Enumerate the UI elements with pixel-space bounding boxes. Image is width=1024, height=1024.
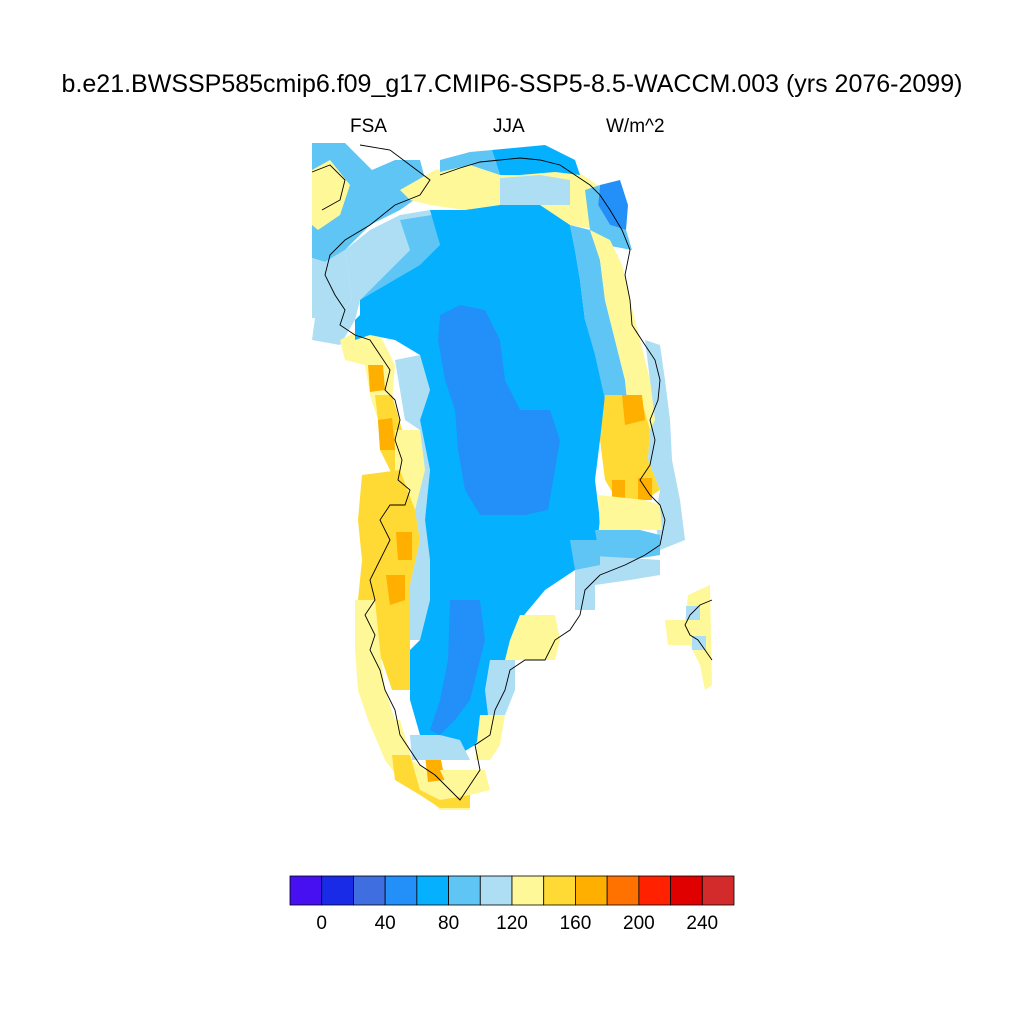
colorbar-swatch	[384, 875, 418, 906]
colorbar-tick-label: 200	[623, 913, 655, 934]
east-coast-orange-c	[638, 478, 652, 500]
south-yellow-edge	[475, 715, 505, 760]
colorbar-tick-label: 240	[686, 913, 718, 934]
colorbar-swatch	[638, 875, 671, 906]
map-field	[312, 143, 712, 810]
north-fringe-yellow-a	[312, 160, 350, 230]
south-tip-orange	[425, 755, 445, 782]
interior-core-darkblue	[438, 305, 560, 515]
colorbar-swatch	[479, 875, 513, 906]
iceland-yellow	[665, 585, 712, 690]
west-coast-orange-a	[368, 365, 385, 392]
colorbar-tick-label: 120	[496, 913, 528, 934]
plot-title: b.e21.BWSSP585cmip6.f09_g17.CMIP6-SSP5-8…	[61, 70, 963, 98]
southeast-lightblue	[485, 660, 515, 715]
colorbar-labels: 0 40 80 120 160 200 240	[316, 913, 718, 934]
colorbar-swatch	[448, 875, 481, 906]
colorbar	[289, 875, 735, 906]
east-coast-lightblue-b	[575, 555, 660, 610]
south-tip-gold	[392, 755, 470, 808]
variable-label: FSA	[350, 116, 387, 137]
colorbar-swatch	[670, 875, 703, 906]
season-label: JJA	[493, 116, 525, 137]
colorbar-swatch	[543, 875, 576, 906]
colorbar-swatch	[606, 875, 640, 906]
units-label: W/m^2	[606, 116, 665, 137]
east-rim-yellow	[590, 230, 655, 445]
coastline	[311, 144, 713, 801]
colorbar-swatch	[321, 875, 354, 906]
colorbar-tick-label: 40	[375, 913, 396, 934]
colorbar-swatch	[289, 875, 323, 906]
interior-south-darkblue	[430, 600, 485, 735]
iceland-coastline	[684, 599, 713, 661]
east-coast-orange-a	[622, 395, 645, 425]
north-fringe-left	[312, 143, 428, 262]
east-coast-yellow-b	[598, 495, 662, 530]
north-fringe-lightblue-a	[312, 250, 352, 318]
east-rim-blue	[570, 225, 630, 440]
west-coast-orange-c	[386, 575, 405, 605]
colorbar-swatch	[416, 875, 449, 906]
colorbar-swatch	[575, 875, 608, 906]
north-top-lightblue	[500, 175, 570, 205]
colorbar-swatch	[353, 875, 386, 906]
west-coast-orange-b	[378, 418, 395, 450]
south-coast-yellow	[368, 720, 470, 810]
west-rim-blue	[360, 215, 440, 300]
east-coast-gold-a	[600, 395, 660, 505]
west-coast-orange-d	[396, 532, 412, 560]
east-coast-lightblue-a	[645, 340, 685, 550]
colorbar-swatch	[511, 875, 545, 906]
greenland-coastline	[311, 144, 666, 801]
north-top-blue	[440, 150, 500, 175]
south-lightblue	[410, 735, 470, 760]
east-coast-blue-c	[570, 540, 600, 570]
west-coast-yellow-south	[355, 600, 395, 745]
colorbar-tick-label: 80	[438, 913, 459, 934]
southeast-yellow	[505, 615, 560, 660]
colorbar-tick-label: 0	[316, 913, 327, 934]
colorbar-tick-label: 160	[560, 913, 592, 934]
interior-blue-northwest	[360, 230, 470, 320]
east-coast-blue-b	[595, 530, 660, 560]
colorbar-swatch	[701, 875, 735, 906]
south-tip-yellow-b	[440, 770, 490, 795]
